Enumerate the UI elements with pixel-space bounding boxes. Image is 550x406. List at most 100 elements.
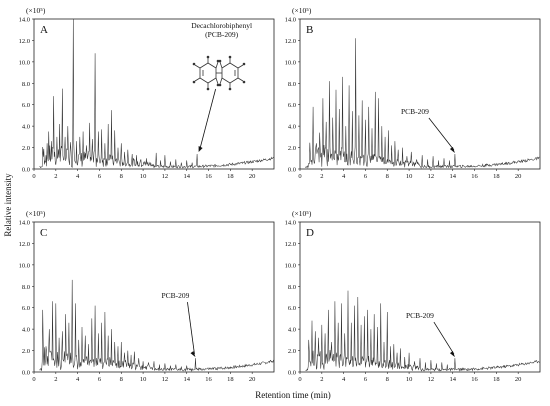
panel-c-frame [33, 221, 275, 373]
panel-b-chromatogram-trace [305, 38, 540, 169]
panel-b-ytick-label: 10.0 [285, 59, 296, 66]
panel-a-ytick-label: 10.0 [19, 59, 30, 66]
panel-a-ytick-label: 4.0 [22, 124, 30, 131]
panel-a-ytick-label: 8.0 [22, 81, 30, 88]
panel-c-ytick-label: 14.0 [19, 220, 30, 227]
panel-c-xtick-label: 4 [76, 376, 80, 383]
panel-d-chromatogram-trace [305, 290, 540, 372]
panel-c-xtick-label: 2 [54, 376, 57, 383]
panel-a-letter: A [40, 24, 48, 36]
panel-a-annotation-name: Decachlorobiphenyl [191, 21, 252, 30]
panel-c-xtick-label: 14 [183, 376, 190, 383]
panel-d: (×10⁵) D 0.0 2.0 4.0 6.0 8.0 10.0 12.0 14.0 0 2 4 6 8 1… [285, 209, 541, 383]
panel-a-ytick-label: 14.0 [19, 17, 30, 24]
panel-c-xtick-label: 18 [227, 376, 234, 383]
panel-b-annotation-arrowhead [449, 147, 455, 153]
panel-b-xtick-label: 12 [428, 173, 435, 180]
panel-b-xtick-label: 0 [298, 173, 301, 180]
panel-c-annotation-arrowhead [190, 351, 196, 358]
panel-b-xtick-label: 14 [449, 173, 456, 180]
panel-d-annotation-label: PCB-209 [406, 311, 434, 320]
panel-b-ytick-label: 2.0 [288, 145, 296, 152]
panel-b-ytick-label: 6.0 [288, 102, 296, 109]
panel-b-ytick-label: 8.0 [288, 81, 296, 88]
panel-b-letter: B [306, 24, 313, 36]
panel-d-xtick-label: 2 [320, 376, 323, 383]
panel-c-annotation-label: PCB-209 [161, 291, 189, 300]
panel-d-ytick-label: 4.0 [288, 327, 296, 334]
panel-a-xtick-label: 18 [227, 173, 234, 180]
panel-b-ytick-label: 14.0 [285, 17, 296, 24]
panel-a-ytick-label: 6.0 [22, 102, 30, 109]
panel-a-ytick-label: 12.0 [19, 38, 30, 45]
panel-c-ytick-label: 8.0 [22, 284, 30, 291]
panel-c-xtick-label: 12 [162, 376, 169, 383]
panel-d-xtick-label: 0 [298, 376, 301, 383]
panel-d-ytick-label: 0.0 [288, 370, 296, 377]
panel-d-letter: D [306, 227, 314, 239]
panel-d-annotation-arrow [433, 321, 455, 355]
panel-a-xtick-label: 10 [140, 173, 147, 180]
panel-b-xtick-label: 10 [406, 173, 413, 180]
panel-d-annotation-arrowhead [449, 351, 455, 358]
panel-b-xtick-label: 2 [320, 173, 323, 180]
panel-c-xtick-label: 16 [205, 376, 212, 383]
panel-c-ytick-label: 2.0 [22, 348, 30, 355]
panel-b-xtick-label: 16 [471, 173, 478, 180]
panel-c-multiplier: (×10⁵) [26, 209, 46, 218]
panel-a-annotation-arrow [199, 88, 217, 151]
panel-a-multiplier: (×10⁵) [26, 6, 46, 15]
panel-d-xtick-label: 8 [386, 376, 389, 383]
panel-b-ytick-label: 0.0 [288, 167, 296, 174]
panel-b-annotation-label: PCB-209 [401, 107, 429, 116]
panel-b-annotation-arrow [428, 117, 455, 151]
panel-c-ytick-label: 10.0 [19, 262, 30, 269]
panel-d-frame [299, 221, 541, 373]
panel-a-frame [33, 18, 275, 170]
panel-c-annotation-arrow [187, 302, 195, 355]
panel-d-xtick-label: 18 [493, 376, 500, 383]
panel-b: (×10⁵) B 0.0 2.0 4.0 6.0 8.0 10.0 12.0 14.0 0 2 4 6 8 1… [285, 6, 541, 180]
panel-c-chromatogram-trace [39, 279, 274, 372]
pcb-209-structure-image [192, 55, 246, 91]
panel-d-multiplier: (×10⁵) [292, 209, 312, 218]
panel-a-xtick-label: 8 [120, 173, 123, 180]
panel-d-ytick-label: 10.0 [285, 262, 296, 269]
panel-c-ytick-label: 12.0 [19, 241, 30, 248]
panel-d-xtick-label: 4 [342, 376, 346, 383]
panel-c-ytick-label: 0.0 [22, 370, 30, 377]
panel-c-xtick-label: 20 [249, 376, 256, 383]
panel-c-xtick-label: 0 [32, 376, 35, 383]
panel-a-annotation-arrowhead [198, 146, 203, 152]
panel-a-xtick-label: 4 [76, 173, 80, 180]
panel-b-xtick-label: 18 [493, 173, 500, 180]
panel-c: (×10⁵) C 0.0 2.0 4.0 6.0 8.0 10.0 12.0 14.0 0 2 4 6 8 1… [19, 209, 275, 383]
y-axis-label: Relative intensity [3, 173, 13, 237]
panel-d-xtick-label: 10 [406, 376, 413, 383]
panel-b-multiplier: (×10⁵) [292, 6, 312, 15]
panel-b-xtick-label: 6 [364, 173, 368, 180]
panel-d-ytick-label: 6.0 [288, 305, 296, 312]
panel-c-xtick-label: 8 [120, 376, 123, 383]
panel-a-ytick-label: 2.0 [22, 145, 30, 152]
x-axis-label: Retention time (min) [255, 390, 331, 400]
panel-d-ytick-label: 2.0 [288, 348, 296, 355]
panel-a-xtick-label: 6 [98, 173, 102, 180]
panel-b-xtick-label: 8 [386, 173, 389, 180]
panel-b-ytick-label: 12.0 [285, 38, 296, 45]
panel-c-letter: C [40, 227, 47, 239]
panel-a-ytick-label: 0.0 [22, 167, 30, 174]
panel-a-annotation-code: (PCB-209) [205, 30, 238, 39]
panel-a-xtick-label: 20 [249, 173, 256, 180]
panel-a-xtick-label: 2 [54, 173, 57, 180]
panel-c-ytick-label: 6.0 [22, 305, 30, 312]
panel-b-ytick-label: 4.0 [288, 124, 296, 131]
panel-b-xtick-label: 4 [342, 173, 346, 180]
panel-d-xtick-label: 16 [471, 376, 478, 383]
panel-a-xtick-label: 12 [162, 173, 169, 180]
panel-a-xtick-label: 0 [32, 173, 35, 180]
panel-d-ytick-label: 12.0 [285, 241, 296, 248]
panel-d-ytick-label: 8.0 [288, 284, 296, 291]
panel-d-xtick-label: 20 [515, 376, 522, 383]
panel-c-xtick-label: 10 [140, 376, 147, 383]
